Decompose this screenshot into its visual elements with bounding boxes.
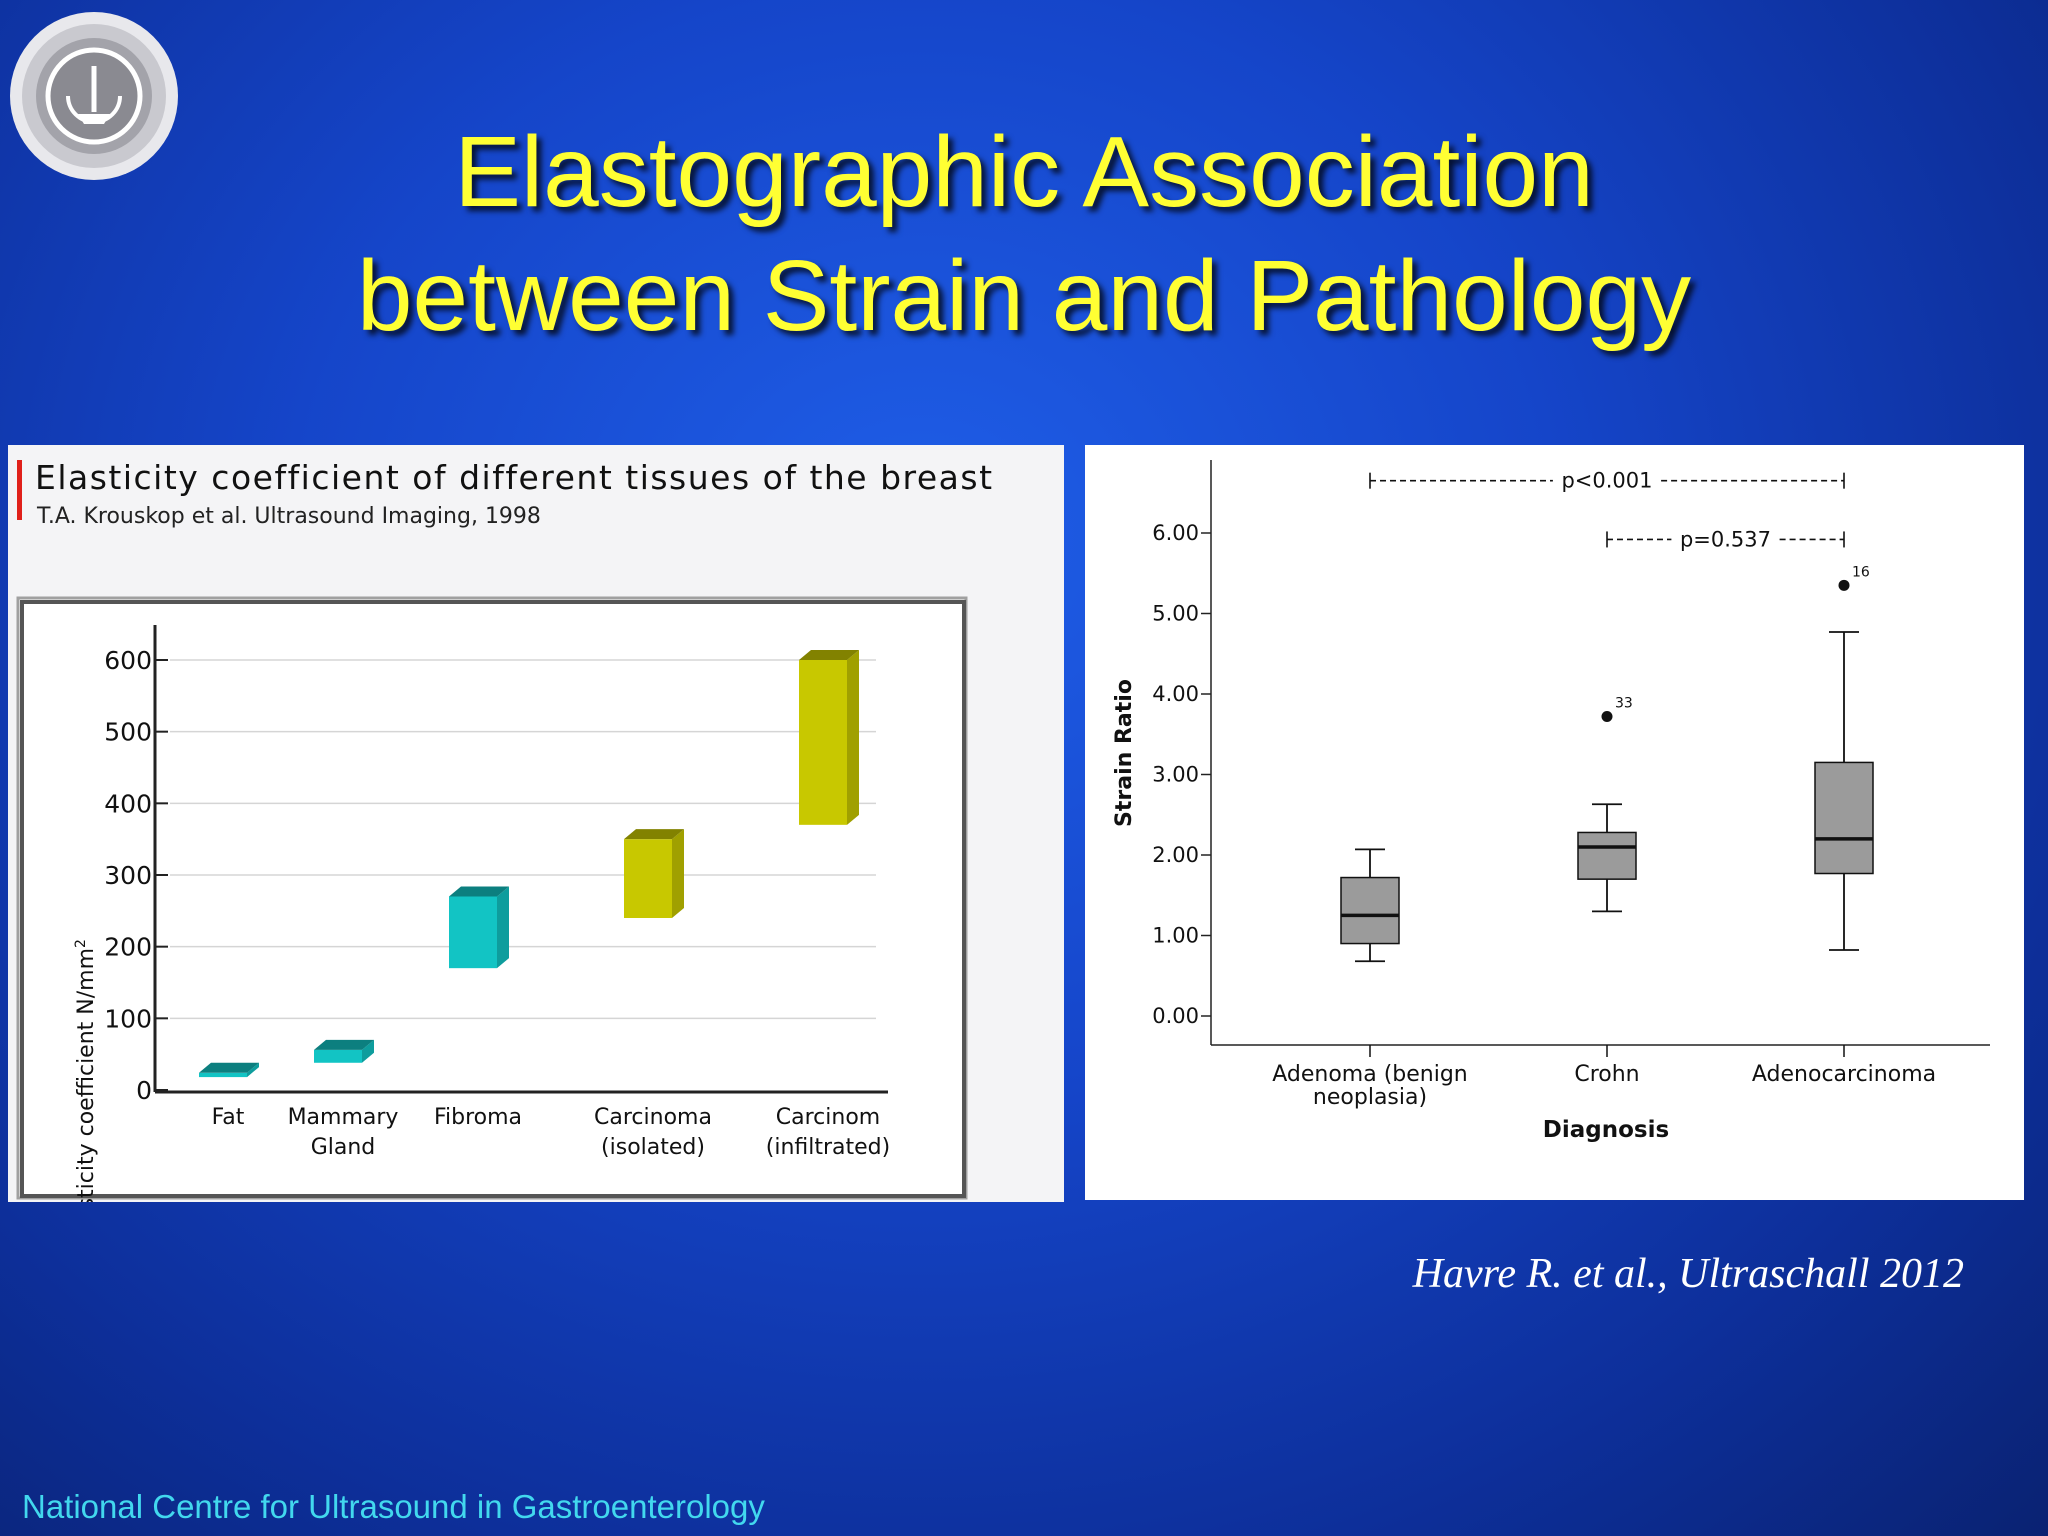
chart1-x-tick-label-line2: (infiltrated) <box>766 1135 890 1160</box>
chart2-y-tick-label: 4.00 <box>1152 682 1199 706</box>
chart1-x-tick-label: Fibroma <box>434 1105 522 1130</box>
slide-title-line-1: Elastographic Association <box>454 116 1594 228</box>
chart2-outlier-label: 16 <box>1852 564 1870 580</box>
chart2-significance-bracket: p<0.001 <box>1369 469 1845 493</box>
citation: Havre R. et al., Ultraschall 2012 <box>1412 1251 1964 1297</box>
chart1-bar <box>799 650 859 825</box>
chart1-x-tick-label: Mammary <box>288 1105 399 1130</box>
chart1-bar-side <box>672 829 684 918</box>
chart1-x-tick-label: Carcinom <box>776 1105 880 1130</box>
chart2-outlier-point <box>1601 711 1613 723</box>
chart2-box-iqr <box>1577 831 1637 880</box>
chart1-y-tick-label: 100 <box>104 1004 152 1033</box>
chart1-y-tick-label: 200 <box>104 933 152 962</box>
chart1-bar-side <box>497 886 509 969</box>
chart1-frame-inner <box>20 600 966 1198</box>
chart2-outlier-point <box>1838 579 1850 591</box>
chart1-y-axis-label-main: Elasticity coefficient N/mm <box>74 948 99 1202</box>
chart1-y-axis-label-sup: 2 <box>73 939 89 948</box>
elasticity-bar-chart: Elasticity coefficient of different tiss… <box>16 458 994 1243</box>
chart1-x-tick-label: Fat <box>212 1105 245 1130</box>
title-accent-bar <box>17 460 22 520</box>
chart1-bar <box>199 1062 259 1078</box>
chart1-bar-front <box>199 1072 247 1078</box>
chart1-title: Elasticity coefficient of different tiss… <box>35 458 994 497</box>
chart2-y-tick-label: 2.00 <box>1152 843 1199 867</box>
chart1-bar-side <box>362 1039 374 1063</box>
chart2-x-tick-label: Adenocarcinoma <box>1752 1062 1936 1087</box>
chart1-bar-front <box>799 660 847 825</box>
chart1-bar-top <box>799 650 859 660</box>
slide-title: Elastographic Association between Strain… <box>0 110 2048 358</box>
chart2-p-value-label: p<0.001 <box>1561 469 1652 493</box>
chart1-bar-front <box>449 896 497 969</box>
chart2-box <box>1577 803 1637 1057</box>
strain-ratio-panel: 0.00 1.00 2.00 3.00 4.00 5.00 6.00 33 16 p<0.00… <box>1085 445 2024 1200</box>
chart2-y-tick-label: 5.00 <box>1152 602 1199 626</box>
chart1-bar <box>449 886 509 969</box>
chart1-bar-front <box>624 839 672 918</box>
chart1-bar <box>624 829 684 918</box>
chart2-p-value-label: p=0.537 <box>1680 527 1771 551</box>
chart1-bar <box>314 1039 374 1063</box>
chart2-outlier-label: 33 <box>1615 696 1633 712</box>
chart1-y-tick-label: 600 <box>104 646 152 675</box>
chart1-bar-top <box>449 886 509 897</box>
chart1-subtitle: T.A. Krouskop et al. Ultrasound Imaging,… <box>36 504 541 529</box>
chart1-bar-top <box>199 1062 259 1073</box>
chart2-box-iqr <box>1340 876 1400 945</box>
chart1-bar-front <box>314 1049 362 1063</box>
chart2-box-iqr <box>1814 761 1874 875</box>
chart2-box <box>1340 848 1400 1057</box>
chart2-x-tick-label: Adenoma (benign <box>1272 1062 1468 1087</box>
elasticity-chart-panel: Elasticity coefficient of different tiss… <box>8 445 1064 1243</box>
chart2-box <box>1814 631 1874 1057</box>
chart1-bar-top <box>314 1039 374 1050</box>
chart2-significance-bracket: p=0.537 <box>1606 527 1845 551</box>
chart2-y-tick-label: 0.00 <box>1152 1004 1199 1028</box>
chart1-x-tick-label: Carcinoma <box>594 1105 712 1130</box>
chart2-y-tick-label: 1.00 <box>1152 924 1199 948</box>
slide-title-line-2: between Strain and Pathology <box>356 240 1692 352</box>
chart1-x-tick-label-line2: Gland <box>311 1135 376 1160</box>
chart2-y-axis-label: Strain Ratio <box>1112 679 1137 827</box>
chart1-y-tick-label: 300 <box>104 861 152 890</box>
chart2-y-tick-label: 6.00 <box>1152 521 1199 545</box>
chart2-y-tick-label: 3.00 <box>1152 763 1199 787</box>
strain-ratio-boxplot: 0.00 1.00 2.00 3.00 4.00 5.00 6.00 33 16 p<0.00… <box>1112 460 1990 1143</box>
institution-seal-icon <box>10 12 178 180</box>
chart2-x-axis-label: Diagnosis <box>1543 1117 1669 1143</box>
chart1-y-tick-label: 400 <box>104 789 152 818</box>
chart1-bar-side <box>847 650 859 825</box>
chart1-bar-top <box>624 829 684 840</box>
chart2-x-tick-label: Crohn <box>1574 1062 1639 1087</box>
footer-organization: National Centre for Ultrasound in Gastro… <box>22 1488 765 1525</box>
chart1-x-tick-label-line2: (isolated) <box>601 1135 705 1160</box>
chart2-x-tick-label-line2: neoplasia) <box>1313 1085 1427 1110</box>
chart1-bar-side <box>247 1062 259 1078</box>
chart1-y-axis-label: Elasticity coefficient N/mm2 <box>73 939 99 1202</box>
chart1-y-tick-label: 0 <box>136 1076 152 1105</box>
chart1-y-tick-label: 500 <box>104 718 152 747</box>
